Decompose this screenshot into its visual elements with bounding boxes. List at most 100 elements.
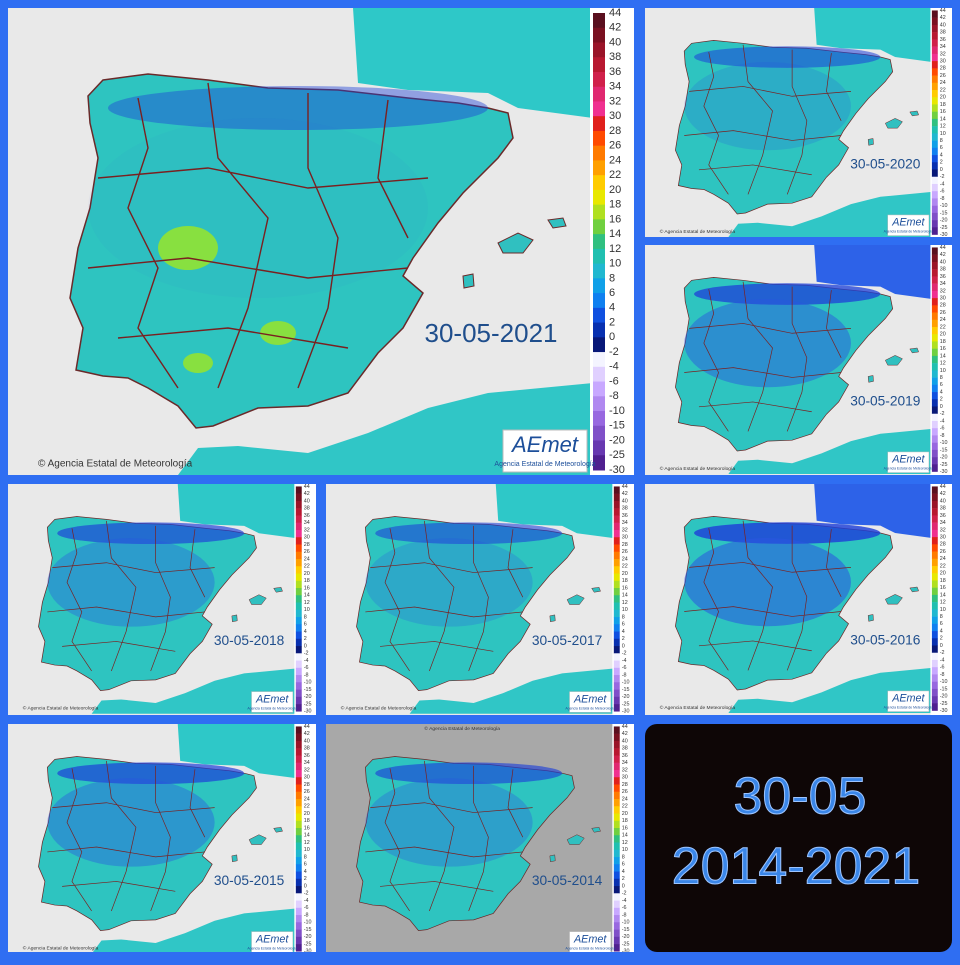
legend-swatch bbox=[295, 558, 302, 567]
legend-label: -8 bbox=[940, 196, 945, 202]
legend-label: 32 bbox=[940, 527, 946, 533]
legend-swatch bbox=[613, 726, 620, 734]
legend-label: 12 bbox=[304, 840, 310, 846]
legend-label: -25 bbox=[304, 941, 312, 947]
legend-swatch bbox=[593, 27, 605, 43]
legend-swatch bbox=[613, 595, 620, 603]
legend-swatch bbox=[931, 191, 938, 199]
legend-swatch bbox=[931, 10, 938, 18]
legend-label: -10 bbox=[304, 920, 312, 926]
legend-swatch bbox=[931, 147, 938, 156]
legend-swatch bbox=[613, 660, 620, 669]
legend-swatch bbox=[295, 486, 302, 494]
legend-label: 16 bbox=[304, 825, 310, 831]
logo: AEmet bbox=[510, 432, 579, 457]
legend-label: -4 bbox=[940, 418, 945, 424]
legend-label: -8 bbox=[622, 912, 627, 918]
legend-swatch bbox=[295, 580, 302, 589]
legend-swatch bbox=[613, 486, 620, 494]
legend-label: 40 bbox=[622, 738, 628, 744]
legend-swatch bbox=[931, 674, 938, 682]
legend-label: -30 bbox=[940, 469, 948, 475]
legend-swatch bbox=[931, 457, 938, 465]
legend-label: 26 bbox=[609, 140, 621, 152]
legend-swatch bbox=[613, 936, 620, 945]
panel-content: 4442403836343230282624222018161412108642… bbox=[645, 8, 953, 238]
legend-swatch bbox=[931, 162, 938, 170]
legend-label: 4 bbox=[622, 629, 625, 635]
legend-swatch bbox=[931, 227, 938, 235]
legend-swatch bbox=[931, 537, 938, 545]
legend-label: -2 bbox=[940, 650, 945, 656]
legend-label: 24 bbox=[940, 317, 946, 323]
logo-box bbox=[251, 691, 294, 713]
legend-label: 2 bbox=[304, 876, 307, 882]
legend-swatch bbox=[931, 176, 938, 185]
legend-swatch bbox=[295, 936, 302, 945]
legend-label: 40 bbox=[609, 36, 621, 48]
legend-swatch bbox=[593, 175, 605, 191]
logo: AEmet bbox=[891, 217, 925, 229]
legend-swatch bbox=[295, 769, 302, 778]
legend-swatch bbox=[931, 602, 938, 610]
legend-label: -15 bbox=[622, 687, 630, 693]
legend-swatch bbox=[613, 689, 620, 698]
legend-label: 24 bbox=[940, 556, 946, 562]
map-panel: 4442403836343230282624222018161412108642… bbox=[8, 724, 316, 952]
legend-swatch bbox=[613, 609, 620, 618]
legend-swatch bbox=[613, 588, 620, 596]
legend-label: 14 bbox=[940, 592, 946, 598]
legend-label: 20 bbox=[940, 332, 946, 338]
logo-box bbox=[887, 214, 930, 236]
frame-sea bbox=[8, 484, 22, 715]
legend-label: 32 bbox=[940, 51, 946, 57]
legend-label: -20 bbox=[622, 694, 630, 700]
panel-content: 4442403836343230282624222018161412108642… bbox=[645, 484, 953, 715]
legend-label: 38 bbox=[940, 267, 946, 273]
legend-swatch bbox=[931, 68, 938, 76]
legend-swatch bbox=[593, 189, 605, 206]
legend-label: -4 bbox=[940, 181, 945, 187]
legend-label: 28 bbox=[940, 66, 946, 72]
legend-label: 20 bbox=[622, 811, 628, 817]
legend-swatch bbox=[593, 263, 605, 279]
copyright: © Agencia Estatal de Meteorología bbox=[660, 465, 736, 472]
panel-content: 4442403836343230282624222018161412108642… bbox=[8, 724, 316, 952]
legend-swatch bbox=[931, 111, 938, 120]
legend-swatch bbox=[295, 602, 302, 611]
legend-label: 42 bbox=[940, 252, 946, 258]
legend-label: -30 bbox=[304, 709, 312, 715]
legend-swatch bbox=[613, 762, 620, 771]
legend-label: -6 bbox=[609, 375, 619, 387]
legend-swatch bbox=[295, 798, 302, 807]
legend-swatch bbox=[593, 248, 605, 265]
legend-label: 6 bbox=[622, 622, 625, 628]
cold-band bbox=[375, 762, 563, 785]
legend-swatch bbox=[295, 515, 302, 523]
frame-sea bbox=[8, 8, 36, 475]
panel-content: 4442403836343230282624222018161412108642… bbox=[8, 8, 634, 475]
legend-label: 0 bbox=[940, 404, 943, 410]
legend-swatch bbox=[295, 544, 302, 552]
legend-label: 20 bbox=[940, 95, 946, 101]
logo: AEmet bbox=[573, 693, 607, 705]
legend-swatch bbox=[295, 529, 302, 538]
legend-label: 10 bbox=[304, 607, 310, 613]
legend-swatch bbox=[613, 508, 620, 516]
legend-label: 2 bbox=[304, 636, 307, 642]
summary-day: 30-05 bbox=[734, 768, 867, 826]
legend-label: 40 bbox=[304, 738, 310, 744]
legend-swatch bbox=[613, 682, 620, 690]
cold-area bbox=[47, 778, 215, 867]
legend-swatch bbox=[613, 769, 620, 778]
legend-label: 38 bbox=[622, 506, 628, 512]
legend-label: -2 bbox=[622, 891, 627, 897]
logo-subtitle: Agencia Estatal de Meteorología bbox=[884, 467, 934, 471]
legend-swatch bbox=[931, 276, 938, 284]
date-label: 30-05-2020 bbox=[850, 157, 921, 172]
map-panel: 4442403836343230282624222018161412108642… bbox=[326, 484, 634, 715]
copyright: © Agencia Estatal de Meteorología bbox=[23, 945, 99, 952]
logo: AEmet bbox=[891, 693, 925, 705]
map-panel: 4442403836343230282624222018161412108642… bbox=[326, 724, 634, 952]
legend-label: 38 bbox=[940, 506, 946, 512]
